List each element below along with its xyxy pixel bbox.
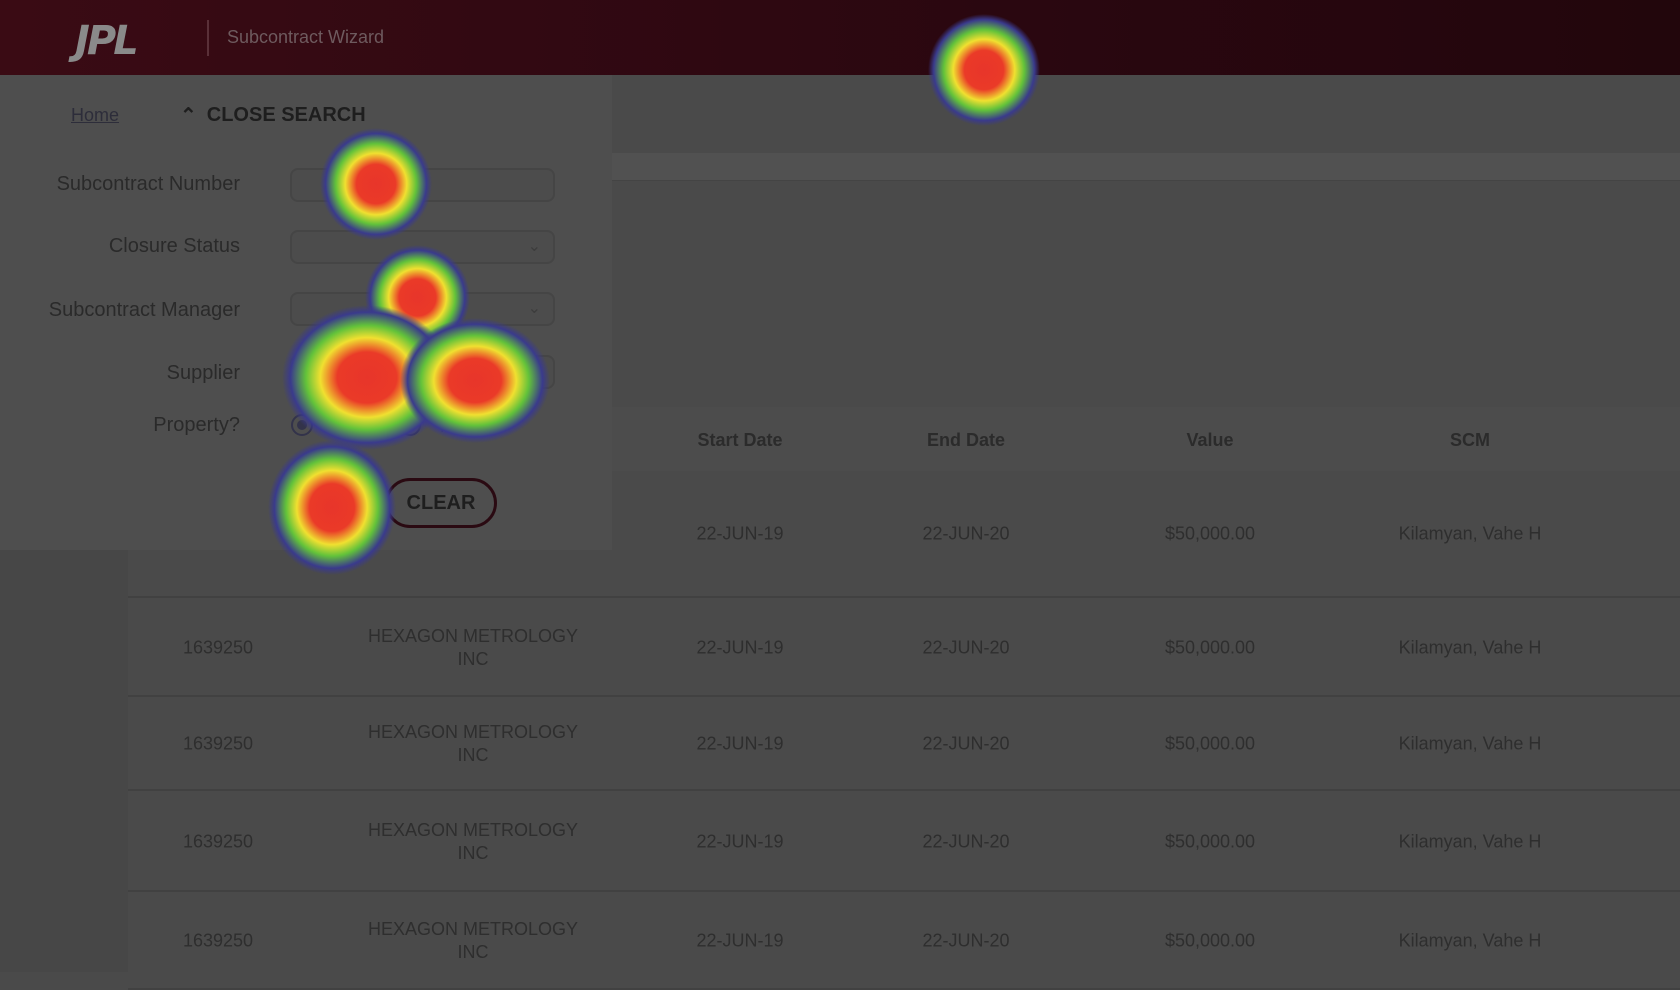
- value-cell: $50,000.00: [1164, 523, 1256, 544]
- subcontract-manager-label: Subcontract Manager: [48, 299, 240, 321]
- scm-cell: Kilamyan, Vahe H: [1398, 523, 1542, 544]
- supplier-line: HEXAGON METROLOGY: [367, 819, 579, 840]
- start-date-cell: 22-JUN-19: [696, 831, 784, 851]
- subcontract-number-cell: 1639250: [182, 831, 254, 851]
- start-date-cell: 22-JUN-19: [696, 637, 784, 657]
- table-row[interactable]: 1639250 HEXAGON METROLOGY INC 22-JUN-19 22-J…: [128, 697, 1680, 791]
- supplier-line: HEXAGON METROLOGY: [367, 625, 579, 646]
- value-cell: $50,000.00: [1164, 831, 1256, 851]
- scm-cell: Kilamyan, Vahe H: [1398, 733, 1542, 754]
- end-date-cell: 22-JUN-20: [922, 733, 1010, 754]
- table-row[interactable]: 1639250 HEXAGON METROLOGY INC 22-JUN-19 22-J…: [128, 598, 1680, 697]
- scm-cell: Kilamyan, Vahe H: [1398, 930, 1542, 951]
- supplier-line: HEXAGON METROLOGY: [367, 919, 579, 939]
- supplier-line: INC: [457, 842, 489, 863]
- supplier-line: HEXAGON METROLOGY: [367, 722, 579, 742]
- end-date-cell: 22-JUN-20: [922, 637, 1010, 657]
- chevron-down-icon: ⌄: [527, 238, 541, 255]
- chevron-up-icon: ⌃: [180, 105, 197, 127]
- end-date-cell: 22-JUN-20: [922, 831, 1010, 851]
- supplier-input[interactable]: [290, 355, 555, 389]
- col-value[interactable]: Value: [1186, 430, 1234, 450]
- supplier-cell: HEXAGON METROLOGY INC: [368, 625, 578, 671]
- property-no-radio[interactable]: [399, 414, 421, 436]
- closure-status-label: Closure Status: [108, 235, 240, 257]
- end-date-cell: 22-JUN-20: [922, 523, 1010, 544]
- subcontract-number-cell: 1639250: [182, 637, 254, 657]
- supplier-line: INC: [457, 648, 489, 669]
- close-search-label: CLOSE SEARCH: [206, 104, 366, 126]
- scm-cell: Kilamyan, Vahe H: [1398, 637, 1542, 657]
- home-link[interactable]: Home: [71, 105, 120, 125]
- app-header: JPL Subcontract Wizard: [0, 0, 1680, 75]
- table-row[interactable]: 22-JUN-19 22-JUN-20 $50,000.00 Kilamyan, Va…: [128, 470, 1680, 598]
- start-date-cell: 22-JUN-19: [696, 523, 784, 544]
- supplier-cell: HEXAGON METROLOGY INC: [368, 918, 578, 964]
- start-date-cell: 22-JUN-19: [696, 733, 784, 754]
- chevron-down-icon: ⌄: [527, 300, 541, 317]
- table-row[interactable]: 1639250 HEXAGON METROLOGY INC 22-JUN-19 22-J…: [128, 892, 1680, 990]
- closure-status-select[interactable]: ⌄: [290, 230, 555, 264]
- end-date-cell: 22-JUN-20: [922, 930, 1010, 951]
- col-scm[interactable]: SCM: [1450, 430, 1490, 450]
- header-divider: [207, 20, 209, 56]
- table-row[interactable]: 1639250 HEXAGON METROLOGY INC 22-JUN-19 22-J…: [128, 791, 1680, 892]
- subcontract-number-cell: 1639250: [182, 733, 254, 754]
- supplier-cell: HEXAGON METROLOGY INC: [368, 819, 578, 865]
- supplier-line: INC: [457, 942, 489, 962]
- app-title: Subcontract Wizard: [227, 27, 385, 47]
- close-search-button[interactable]: ⌃ CLOSE SEARCH: [180, 103, 366, 128]
- table-toolbar: [612, 153, 1680, 181]
- col-start-date[interactable]: Start Date: [697, 430, 783, 450]
- property-yes-label: Yes: [340, 416, 370, 436]
- jpl-logo[interactable]: JPL: [75, 18, 139, 64]
- col-end-date[interactable]: End Date: [926, 430, 1006, 450]
- scm-cell: Kilamyan, Vahe H: [1398, 831, 1542, 851]
- subcontract-number-label: Subcontract Number: [56, 173, 240, 195]
- left-gutter: [0, 550, 128, 972]
- start-date-cell: 22-JUN-19: [696, 930, 784, 951]
- subcontract-number-input[interactable]: [290, 168, 555, 202]
- supplier-line: INC: [457, 745, 489, 765]
- value-cell: $50,000.00: [1164, 930, 1256, 951]
- supplier-cell: HEXAGON METROLOGY INC: [368, 721, 578, 767]
- subcontract-number-cell: 1639250: [182, 930, 254, 951]
- table-header: [612, 407, 1680, 471]
- supplier-label: Supplier: [166, 362, 240, 384]
- property-label: Property?: [153, 414, 240, 436]
- value-cell: $50,000.00: [1164, 733, 1256, 754]
- property-no-label: No: [440, 416, 464, 436]
- clear-button[interactable]: CLEAR: [385, 478, 497, 528]
- value-cell: $50,000.00: [1164, 637, 1256, 657]
- property-yes-radio[interactable]: [291, 414, 313, 436]
- subcontract-manager-select[interactable]: ⌄: [290, 292, 555, 326]
